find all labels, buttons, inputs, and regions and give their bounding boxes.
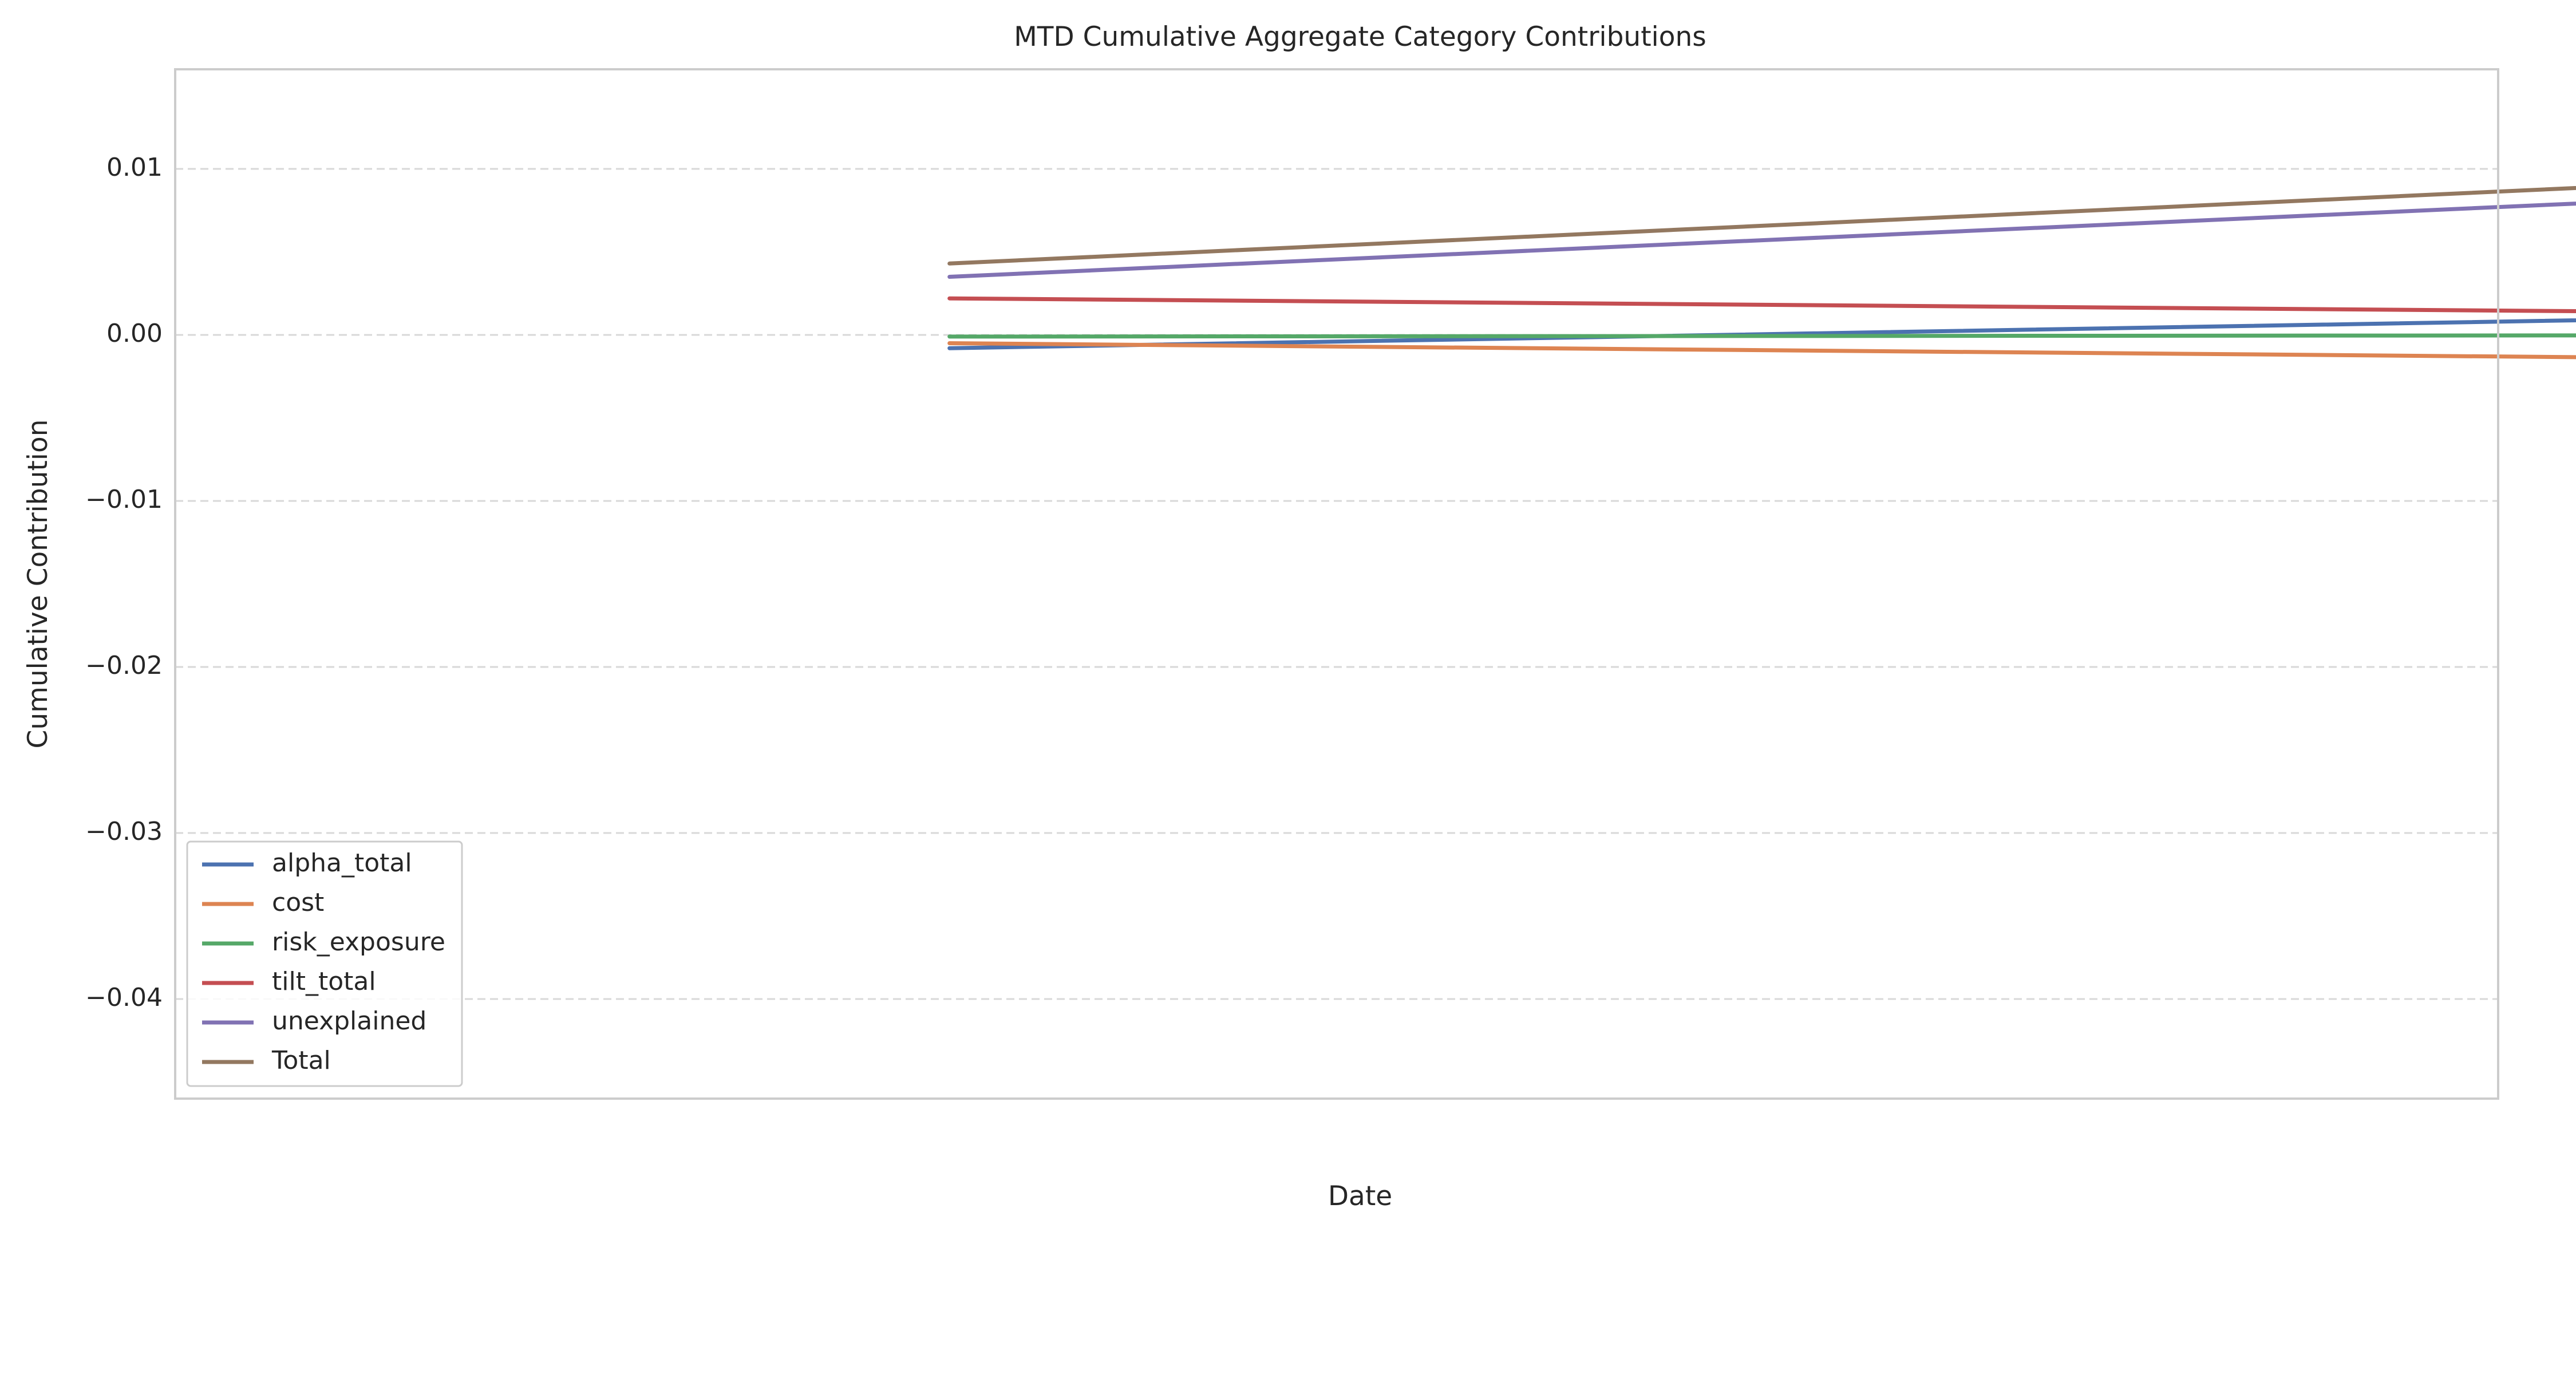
legend-label: alpha_total — [272, 848, 412, 878]
y-axis-ticks: 0.01 0.00 −0.01 −0.02 −0.03 −0.04 — [85, 153, 163, 1012]
y-tick-label: −0.02 — [85, 651, 163, 680]
y-tick-label: −0.03 — [85, 817, 163, 846]
legend-label: cost — [272, 888, 324, 917]
legend-label: unexplained — [272, 1006, 426, 1036]
y-tick-label: −0.01 — [85, 485, 163, 514]
y-tick-label: 0.01 — [106, 153, 163, 182]
y-axis-label: Cumulative Contribution — [22, 419, 54, 748]
y-tick-label: −0.04 — [85, 983, 163, 1012]
legend-label: Total — [271, 1046, 331, 1075]
legend-box — [186, 840, 463, 1087]
y-tick-label: 0.00 — [106, 319, 163, 348]
x-axis-label: Date — [1328, 1180, 1392, 1212]
legend-label: risk_exposure — [272, 927, 445, 957]
chart-title: MTD Cumulative Aggregate Category Contri… — [1014, 21, 1706, 53]
legend-label: tilt_total — [272, 967, 376, 996]
plot-frame — [174, 68, 2499, 1100]
